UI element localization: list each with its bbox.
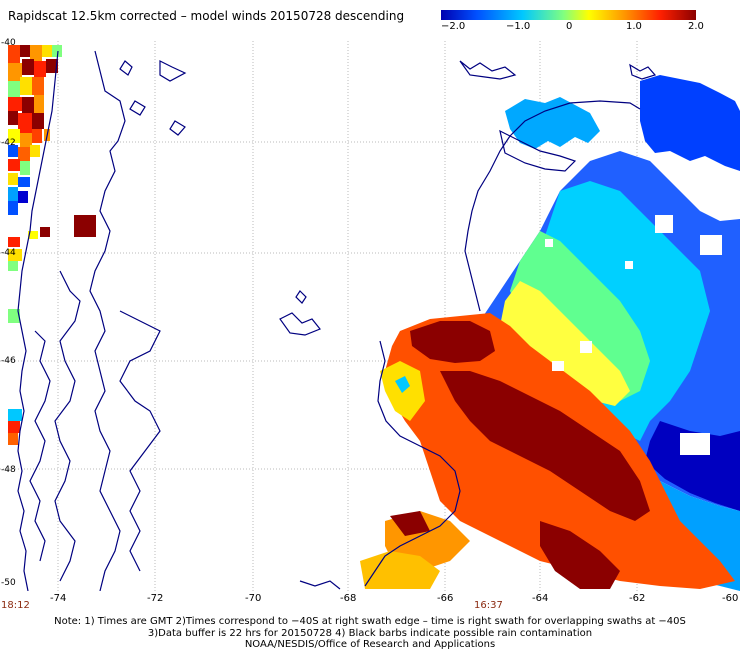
lat-label: -40 bbox=[1, 38, 16, 48]
swath-time-left: 18:12 bbox=[1, 600, 30, 611]
lat-label: -50 bbox=[1, 578, 16, 588]
colorbar-tick: −1.0 bbox=[506, 21, 531, 32]
lon-label: -70 bbox=[245, 593, 262, 604]
swath-time-right: 16:37 bbox=[474, 600, 503, 611]
colorbar-tick: 0 bbox=[566, 21, 573, 32]
lon-label: -72 bbox=[147, 593, 164, 604]
lon-label: -60 bbox=[722, 593, 739, 604]
map-gridlines bbox=[0, 41, 740, 591]
colorbar-tick: −2.0 bbox=[441, 21, 466, 32]
coastlines bbox=[17, 50, 657, 591]
colorbar bbox=[441, 10, 696, 20]
footnote-line-2: 3)Data buffer is 22 hrs for 20150728 4) … bbox=[147, 628, 593, 639]
lon-label: -68 bbox=[340, 593, 357, 604]
lat-label: -46 bbox=[1, 356, 16, 366]
left-swath-data bbox=[8, 45, 96, 445]
map-title: Rapidscat 12.5km corrected – model winds… bbox=[8, 9, 405, 23]
lat-label: -42 bbox=[1, 138, 16, 148]
colorbar-tick: 1.0 bbox=[626, 21, 642, 32]
credit-line: NOAA/NESDIS/Office of Research and Appli… bbox=[244, 639, 496, 650]
wind-difference-map bbox=[0, 41, 740, 591]
lon-label: -74 bbox=[50, 593, 67, 604]
lon-label: -64 bbox=[532, 593, 549, 604]
right-swath-data bbox=[360, 75, 740, 591]
lon-label: -62 bbox=[629, 593, 646, 604]
lon-label: -66 bbox=[437, 593, 454, 604]
footnote-line-1: Note: 1) Times are GMT 2)Times correspon… bbox=[54, 616, 686, 627]
lat-label: -44 bbox=[1, 248, 16, 258]
colorbar-tick: 2.0 bbox=[688, 21, 704, 32]
lat-label: -48 bbox=[1, 465, 16, 475]
